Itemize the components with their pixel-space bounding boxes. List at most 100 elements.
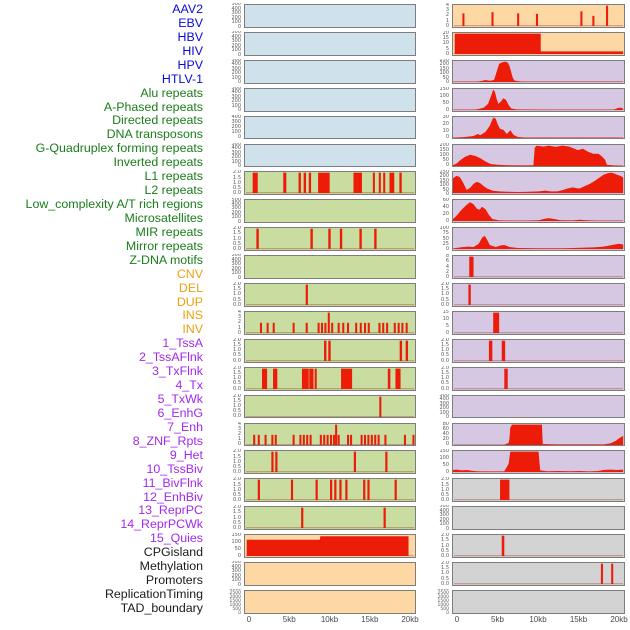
track-label-mirror-repeats: Mirror repeats — [125, 238, 203, 253]
x-axis-tick-panel-left-0: 0 — [246, 615, 252, 624]
track-label-cpgisland: CPGisland — [143, 545, 203, 560]
track-label-2-tssaflnk: 2_TssAFlnk — [138, 350, 203, 365]
track-label-4-tx: 4_Tx — [175, 378, 203, 393]
y-axis-ticks-3-txflnk: 30 20 10 0 — [442, 114, 449, 141]
x-axis-tick-panel-right-15kb: 15kb — [569, 615, 588, 624]
y-axis-ticks-mirror-repeats: 2.0 1.5 1.0 0.5 0.0 — [233, 477, 241, 504]
track-label-dna-transposons: DNA transposons — [106, 127, 203, 142]
y-axis-ticks-7-enh: 100 75 50 25 0 — [439, 226, 449, 253]
x-axis-tick-panel-right-0: 0 — [454, 615, 460, 624]
track-label-microsatellites: Microsatellites — [124, 210, 204, 225]
track-label-ins: INS — [182, 308, 203, 323]
plot-ins — [452, 4, 625, 28]
plot-14-reprpcwk — [452, 422, 625, 447]
plot-directed-repeats — [244, 227, 416, 252]
plot-inverted-repeats — [244, 310, 416, 335]
y-axis-ticks-methylation: 500 400 300 200 100 0 — [439, 505, 449, 532]
plot-10-tssbiv — [452, 310, 625, 335]
track-label-promoters: Promoters — [145, 573, 203, 588]
x-axis-tick-panel-right-5kb: 5kb — [491, 615, 504, 624]
track-label-5-txwk: 5_TxWk — [157, 392, 203, 407]
y-axis-ticks-10-tssbiv: 15 10 5 0 — [442, 309, 449, 336]
plot-dup — [244, 589, 416, 614]
y-axis-ticks-cpgisland: 2.0 1.5 1.0 0.5 0.0 — [441, 477, 449, 504]
y-axis-ticks-9-het: 2.0 1.5 1.0 0.5 0.0 — [441, 282, 449, 308]
track-label-13-reprpc: 13_ReprPC — [138, 503, 203, 518]
plot-13-reprpc — [452, 394, 625, 419]
plot-11-bivflnk — [452, 338, 625, 363]
track-label-del: DEL — [178, 280, 203, 295]
plot-ebv — [244, 31, 416, 56]
track-label-htlv-1: HTLV-1 — [161, 71, 203, 86]
y-axis-ticks-dup: 3000 2500 2000 1500 1000 500 0 — [229, 588, 241, 615]
track-label-low-complexity-a-t-rich-regions: Low_complexity A/T rich regions — [25, 197, 203, 212]
y-axis-ticks-directed-repeats: 2.0 1.5 1.0 0.5 0.0 — [233, 226, 241, 253]
track-label-l1-repeats: L1 repeats — [144, 169, 203, 184]
y-axis-ticks-hbv: 500 400 300 200 100 0 — [231, 58, 241, 85]
track-label-hbv: HBV — [177, 29, 203, 44]
y-axis-ticks-alu-repeats: 2.0 1.5 1.0 0.5 0.0 — [233, 170, 241, 197]
y-axis-ticks-5-txwk: 250 200 150 100 50 0 — [439, 170, 449, 197]
plot-dna-transposons — [244, 255, 416, 279]
track-label-7-enh: 7_Enh — [167, 419, 203, 434]
plot-7-enh — [452, 227, 625, 252]
track-label-inv: INV — [182, 322, 203, 337]
plot-microsatellites — [244, 422, 416, 447]
y-axis-ticks-1-tssa: 250 200 150 100 50 0 — [439, 58, 449, 85]
y-axis-ticks-htlv-1: 500 400 300 200 100 0 — [231, 142, 241, 169]
plot-15-quies — [452, 450, 625, 475]
y-axis-ticks-z-dna-motifs: 2.0 1.5 1.0 0.5 0.0 — [233, 505, 241, 532]
track-label-mir-repeats: MIR repeats — [135, 224, 203, 239]
x-axis-tick-panel-left-20kb: 20kb — [401, 615, 419, 624]
x-axis-tick-panel-left-5kb: 5kb — [282, 615, 296, 624]
plot-l1-repeats — [244, 338, 416, 363]
y-axis-ticks-dna-transposons: 500 400 300 200 100 0 — [231, 254, 241, 280]
y-axis-ticks-14-reprpcwk: 80 60 40 20 0 — [442, 421, 449, 448]
track-label-11-bivflnk: 11_BivFlnk — [142, 475, 203, 490]
plot-hbv — [244, 59, 416, 84]
track-label-1-tssa: 1_TssA — [162, 336, 203, 351]
track-label-10-tssbiv: 10_TssBiv — [146, 461, 203, 476]
plot-hiv — [244, 87, 416, 112]
plot-g-quadruplex-forming-repeats — [244, 283, 416, 307]
y-axis-ticks-cnv: 150 100 50 0 — [231, 533, 241, 559]
track-label-hpv: HPV — [177, 57, 203, 72]
y-axis-ticks-del: 500 400 300 200 100 0 — [231, 561, 241, 587]
plot-hpv — [244, 115, 416, 140]
track-label-tad-boundary: TAD_boundary — [120, 600, 203, 615]
plot-3-txflnk — [452, 115, 625, 140]
track-label-9-het: 9_Het — [169, 447, 203, 462]
plot-cpgisland — [452, 478, 625, 503]
plot-mirror-repeats — [244, 478, 416, 503]
y-axis-ticks-hiv: 500 400 300 200 100 0 — [231, 86, 241, 113]
plot-9-het — [452, 283, 625, 307]
track-label-alu-repeats: Alu repeats — [140, 85, 203, 100]
track-label-inverted-repeats: Inverted repeats — [113, 155, 203, 170]
track-label-8-znf-rpts: 8_ZNF_Rpts — [132, 433, 203, 448]
y-axis-ticks-aav2: 500 400 300 200 100 0 — [231, 3, 241, 29]
plot-alu-repeats — [244, 171, 416, 196]
y-axis-ticks-4-tx: 200 150 100 50 0 — [439, 142, 449, 169]
plot-del — [244, 562, 416, 586]
track-label-3-txflnk: 3_TxFlnk — [152, 364, 203, 379]
track-label-a-phased-repeats: A-Phased repeats — [103, 99, 203, 114]
plot-low-complexity-a-t-rich-regions — [244, 394, 416, 419]
track-label-replicationtiming: ReplicationTiming — [104, 587, 203, 602]
track-label-aav2: AAV2 — [172, 2, 203, 16]
plot-replicationtiming — [452, 562, 625, 586]
track-label-l2-repeats: L2 repeats — [144, 183, 203, 198]
plot-2-tssaflnk — [452, 87, 625, 112]
plot-a-phased-repeats — [244, 199, 416, 224]
track-label-14-reprpcwk: 14_ReprPCWk — [120, 517, 203, 532]
y-axis-ticks-15-quies: 150 100 50 0 — [439, 449, 449, 476]
plot-aav2 — [244, 4, 416, 28]
plot-mir-repeats — [244, 450, 416, 475]
track-label-z-dna-motifs: Z-DNA motifs — [129, 252, 203, 267]
y-axis-ticks-l1-repeats: 2.0 1.5 1.0 0.5 0.0 — [233, 337, 241, 364]
plot-12-enhbiv — [452, 366, 625, 391]
plot-promoters — [452, 534, 625, 558]
y-axis-ticks-mir-repeats: 2.0 1.5 1.0 0.5 0.0 — [233, 449, 241, 476]
plot-6-enhg — [452, 199, 625, 224]
